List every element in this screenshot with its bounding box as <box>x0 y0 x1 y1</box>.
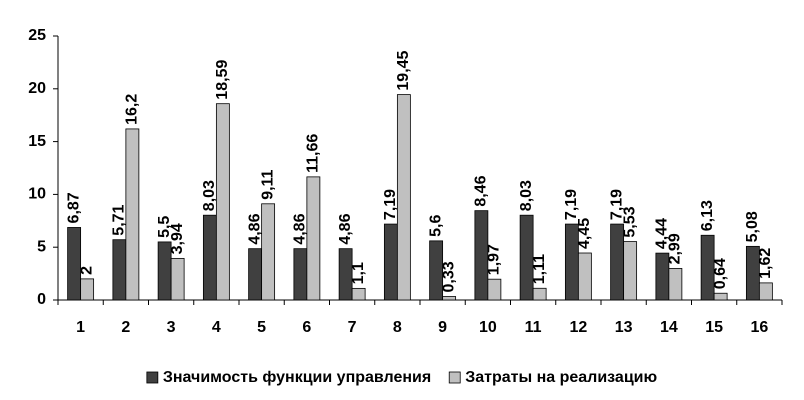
data-label: 8,46 <box>473 175 490 206</box>
y-tick-label: 20 <box>28 80 46 97</box>
x-tick-label: 4 <box>212 319 221 336</box>
data-label: 11,66 <box>305 134 322 173</box>
y-tick-label: 15 <box>28 133 46 150</box>
y-tick-label: 5 <box>37 238 46 255</box>
x-tick-label: 9 <box>438 319 447 336</box>
legend-swatch <box>448 371 461 384</box>
data-label: 5,08 <box>744 211 761 242</box>
x-tick-label: 5 <box>257 319 266 336</box>
y-tick-label: 25 <box>28 27 46 44</box>
data-label: 1,11 <box>531 254 548 284</box>
bar <box>623 241 638 301</box>
bar <box>67 227 82 301</box>
bar <box>577 252 592 301</box>
x-tick-label: 1 <box>76 319 85 336</box>
data-label: 7,19 <box>608 189 625 220</box>
bar <box>758 282 773 301</box>
bar <box>112 239 127 301</box>
data-label: 2,99 <box>667 233 684 264</box>
bar <box>745 245 760 301</box>
data-label: 1,62 <box>757 248 774 279</box>
x-tick-label: 6 <box>302 319 311 336</box>
data-label: 5,53 <box>621 206 638 237</box>
data-label: 5,71 <box>111 204 128 235</box>
bar <box>429 240 444 301</box>
legend-swatch <box>146 371 159 384</box>
data-label: 3,94 <box>169 223 186 254</box>
x-tick-label: 8 <box>393 319 402 336</box>
data-label: 2 <box>78 266 95 275</box>
data-label: 7,19 <box>382 189 399 220</box>
bar <box>338 248 353 301</box>
data-label: 0,64 <box>712 258 729 289</box>
x-tick-label: 13 <box>615 319 633 336</box>
data-label: 1,97 <box>486 244 503 275</box>
bar <box>293 248 308 301</box>
x-tick-label: 14 <box>660 319 678 336</box>
data-label: 8,03 <box>201 180 218 211</box>
x-tick-label: 2 <box>121 319 130 336</box>
x-tick-label: 12 <box>569 319 587 336</box>
x-tick-label: 15 <box>705 319 723 336</box>
legend-label: Значимость функции управления <box>163 369 431 386</box>
data-label: 4,86 <box>337 213 354 244</box>
data-label: 9,11 <box>259 169 276 199</box>
legend-label: Затраты на реализацию <box>465 369 657 386</box>
y-tick-label: 10 <box>28 186 46 203</box>
x-tick-label: 16 <box>750 319 768 336</box>
bar <box>306 176 321 301</box>
bar <box>532 287 547 301</box>
data-label: 4,45 <box>576 218 593 249</box>
data-label: 6,87 <box>65 192 82 223</box>
bar <box>713 292 728 301</box>
data-label: 5,5 <box>156 216 173 238</box>
data-label: 4,86 <box>292 213 309 244</box>
x-tick-label: 10 <box>479 319 497 336</box>
bar <box>202 214 217 301</box>
bar <box>396 94 411 301</box>
data-label: 0,33 <box>440 261 457 292</box>
x-tick-label: 7 <box>348 319 357 336</box>
bar <box>383 223 398 301</box>
data-label: 5,6 <box>427 215 444 237</box>
x-tick-label: 11 <box>525 319 542 336</box>
data-label: 7,19 <box>563 189 580 220</box>
bar <box>248 248 263 301</box>
data-label: 1,1 <box>350 262 367 284</box>
data-label: 6,13 <box>699 200 716 231</box>
bar <box>519 214 534 301</box>
y-tick-label: 0 <box>37 291 46 308</box>
data-label: 19,45 <box>395 50 412 90</box>
bar <box>442 296 457 301</box>
bar <box>170 257 185 301</box>
bar <box>351 287 366 301</box>
bar <box>700 234 715 301</box>
data-label: 18,59 <box>214 60 231 100</box>
bar <box>668 268 683 301</box>
bar <box>487 278 502 301</box>
bar <box>261 203 276 301</box>
data-label: 16,2 <box>124 94 141 125</box>
bar <box>474 210 489 301</box>
data-label: 4,44 <box>654 218 671 249</box>
bar <box>80 278 95 301</box>
x-tick-label: 3 <box>167 319 176 336</box>
data-label: 8,03 <box>518 180 535 211</box>
data-label: 4,86 <box>246 213 263 244</box>
bar <box>215 103 230 301</box>
bar <box>125 128 140 301</box>
